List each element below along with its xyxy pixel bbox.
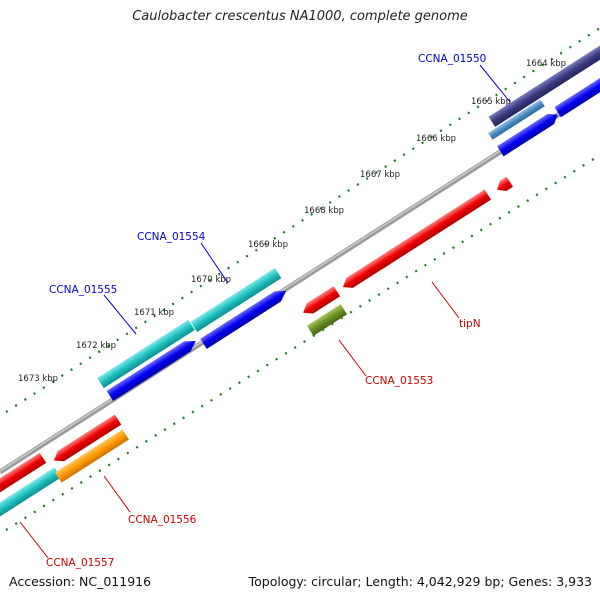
ccna-01554-gene [190,268,282,332]
label-leader-lines [19,64,511,559]
gene-label-ccna-01554[interactable]: CCNA_01554 [137,231,206,243]
ruler-label-1664: 1664 kbp [526,59,566,69]
ccna-01550-leader [479,64,511,103]
ccna-01553-feature [306,304,348,336]
ruler-label-1668: 1668 kbp [304,206,344,216]
tipn-cds [342,189,492,288]
ccna-01557-cds [0,452,47,498]
map-title: Caulobacter crescentus NA1000, complete … [132,9,468,24]
tipn-leader [431,281,460,319]
other-feature [488,35,600,127]
genome-backbone-highlight [0,86,600,472]
gene-label-ccna-01555[interactable]: CCNA_01555 [49,284,117,296]
ccna-01557-leader [19,521,49,559]
ruler-label-1666: 1666 kbp [416,134,456,144]
ccna-01555-cds [106,340,196,401]
ccna-01554-leader [200,242,229,284]
genome-backbone [0,85,600,475]
genome-summary-text: Topology: circular; Length: 4,042,929 bp… [248,574,592,589]
reverse-cds-tiny [497,176,513,192]
ccna-01550-feature [488,99,545,140]
ruler-label-1665: 1665 kbp [471,97,511,107]
gene-label-ccna-01550[interactable]: CCNA_01550 [418,53,486,65]
gene-label-ccna-01556[interactable]: CCNA_01556 [128,514,197,526]
ccna-01556-feature [55,429,129,483]
ccna-01555-gene [97,319,195,389]
ruler-label-1667: 1667 kbp [360,170,400,180]
gene-label-tipn[interactable]: tipN [459,318,481,330]
ccna-01556-leader [103,475,131,513]
ruler-label-1670: 1670 kbp [191,275,231,285]
gene-labels: CCNA_01550 CCNA_01554 CCNA_01555 tipN CC… [46,53,486,569]
ruler-label-1669: 1669 kbp [248,240,288,250]
ccna-01554-cds [200,291,287,349]
ruler-labels: 1664 kbp 1665 kbp 1666 kbp 1667 kbp 1668… [18,59,566,384]
ruler-label-1672: 1672 kbp [76,341,116,351]
ruler-label-1671: 1671 kbp [134,308,174,318]
ccna-01555-leader [103,294,137,335]
gene-label-ccna-01553[interactable]: CCNA_01553 [365,375,433,387]
reverse-cds-small [303,286,341,314]
accession-text: Accession: NC_011916 [9,574,152,589]
outer-tick-ruler [5,27,600,413]
ccna-01556-cds [53,414,122,462]
ccna-01553-leader [338,339,367,377]
ccna-01557-gene [0,467,61,521]
ccna-01550-cds [497,113,558,157]
gene-label-ccna-01557[interactable]: CCNA_01557 [46,557,114,569]
ruler-label-1673: 1673 kbp [18,374,58,384]
